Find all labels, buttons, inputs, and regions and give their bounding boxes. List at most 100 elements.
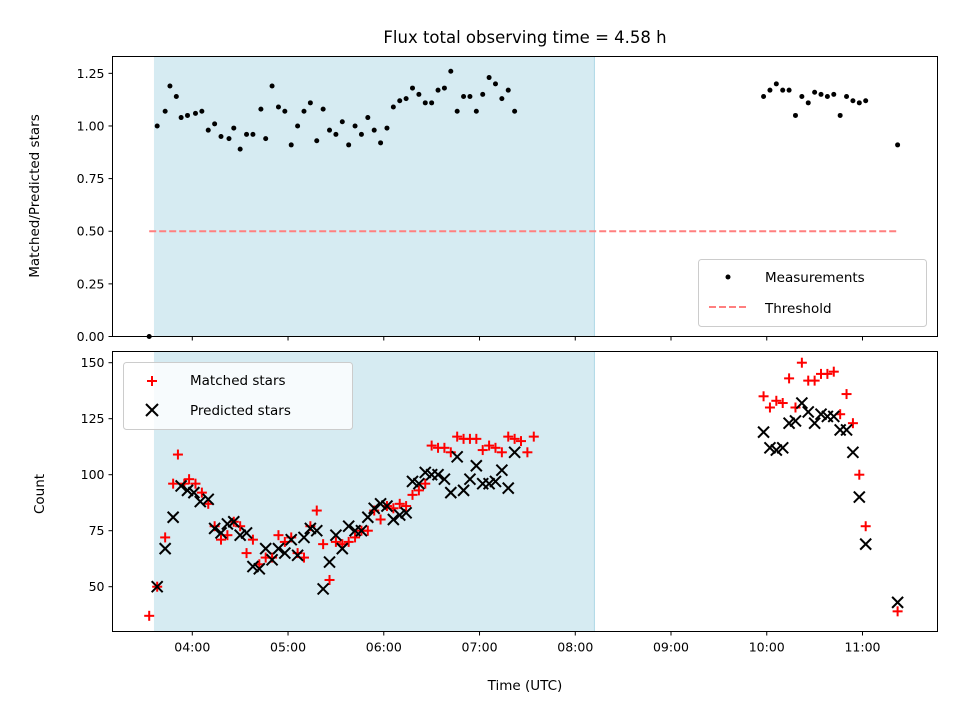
legend-predicted-label: Predicted stars xyxy=(190,403,291,419)
predicted-star-point xyxy=(502,481,515,495)
measurement-point xyxy=(307,100,313,106)
measurement-point xyxy=(435,87,441,93)
matched-star-point xyxy=(484,440,495,451)
predicted-star-point xyxy=(757,425,770,439)
predicted-star-point xyxy=(891,596,904,609)
matched-star-point xyxy=(190,478,201,489)
x-tick-label: 11:00 xyxy=(844,640,880,655)
matched-star-point xyxy=(445,447,456,458)
y-tick-label: 125 xyxy=(81,411,105,426)
predicted-star-point xyxy=(789,414,802,428)
matched-star-point xyxy=(375,514,386,525)
measurement-point xyxy=(441,85,447,91)
y-tick-label: 0.25 xyxy=(77,276,105,291)
predicted-star-point xyxy=(174,479,188,493)
matched-star-point xyxy=(528,431,539,442)
measurement-point xyxy=(461,94,467,99)
measurement-point xyxy=(773,81,779,87)
predicted-star-point xyxy=(853,490,866,504)
matched-star-point xyxy=(771,395,782,406)
measurement-point xyxy=(327,127,333,133)
x-tick-label: 05:00 xyxy=(270,640,306,655)
measurement-point xyxy=(154,123,160,129)
x-tick-label: 09:00 xyxy=(653,640,689,655)
matched-star-point xyxy=(426,440,437,451)
measurement-point xyxy=(378,140,384,146)
predicted-star-point xyxy=(272,542,285,555)
x-tick-label: 10:00 xyxy=(749,640,785,655)
ratio-y-axis-label: Matched/Predicted stars xyxy=(27,114,43,277)
measurement-point xyxy=(263,136,269,142)
measurement-point xyxy=(358,131,364,137)
predicted-star-point xyxy=(194,495,207,508)
measurement-point xyxy=(818,91,824,97)
measurement-point xyxy=(185,112,190,118)
predicted-star-point xyxy=(336,542,349,555)
measurement-point xyxy=(275,104,281,110)
measurement-point xyxy=(218,134,224,139)
predicted-star-point xyxy=(495,464,509,477)
measurement-point xyxy=(761,94,767,99)
predicted-star-point xyxy=(166,511,180,524)
predicted-star-point xyxy=(827,410,840,423)
predicted-star-point xyxy=(323,555,336,569)
matched-star-point xyxy=(311,505,322,516)
legend-measurements-label: Measurements xyxy=(765,270,865,286)
ratio-panel: Flux total observing time = 4.58 h 0.000… xyxy=(27,28,938,344)
measurement-point xyxy=(824,94,830,99)
measurement-point xyxy=(288,142,294,148)
predicted-star-point xyxy=(367,502,381,515)
chart-title: Flux total observing time = 4.58 h xyxy=(383,28,666,47)
predicted-star-point xyxy=(297,531,311,544)
measurement-point xyxy=(295,123,301,129)
predicted-star-point xyxy=(227,515,240,528)
matched-star-point xyxy=(168,478,179,489)
matched-star-point xyxy=(394,498,405,509)
measurement-point xyxy=(173,94,179,99)
measurement-point xyxy=(499,96,505,102)
matched-star-point xyxy=(509,433,520,444)
predicted-star-point xyxy=(310,524,323,537)
matched-star-point xyxy=(822,368,833,379)
legend-threshold-label: Threshold xyxy=(764,301,832,317)
measurement-point xyxy=(473,108,479,114)
measurement-point xyxy=(416,91,422,97)
measurement-point xyxy=(258,106,264,112)
matched-star-point xyxy=(854,469,865,480)
predicted-star-point xyxy=(278,546,292,560)
matched-star-point xyxy=(401,501,412,512)
y-tick-label: 75 xyxy=(89,523,105,538)
predicted-stars-series xyxy=(150,396,904,609)
measurement-point xyxy=(397,98,403,104)
measurement-point xyxy=(767,87,773,93)
measurement-point xyxy=(454,108,460,114)
predicted-star-point xyxy=(387,513,400,526)
matched-star-point xyxy=(471,433,482,444)
matched-star-point xyxy=(439,442,450,453)
measurement-point xyxy=(799,94,805,99)
measurement-point xyxy=(352,123,358,129)
matched-stars-series xyxy=(144,357,903,621)
predicted-star-point xyxy=(380,499,394,513)
measurement-point xyxy=(863,98,869,104)
predicted-star-point xyxy=(150,580,164,593)
matched-star-point xyxy=(809,375,820,386)
count-legend: Matched stars Predicted stars xyxy=(123,362,353,430)
matched-star-point xyxy=(144,610,155,621)
y-tick-label: 100 xyxy=(81,467,105,482)
predicted-star-point xyxy=(253,562,266,575)
measurement-point xyxy=(429,100,435,106)
predicted-star-point xyxy=(399,506,413,519)
matched-star-point xyxy=(503,431,514,442)
measurement-point xyxy=(244,131,250,137)
predicted-star-point xyxy=(208,522,221,535)
measurement-point xyxy=(250,131,256,137)
matched-star-point xyxy=(362,525,373,536)
predicted-star-point xyxy=(795,396,809,410)
measurement-point xyxy=(365,115,371,121)
legend-matched-marker xyxy=(147,376,157,386)
predicted-star-point xyxy=(846,446,860,459)
predicted-star-point xyxy=(240,526,253,540)
matched-star-point xyxy=(172,449,183,460)
measurement-point xyxy=(205,127,211,133)
